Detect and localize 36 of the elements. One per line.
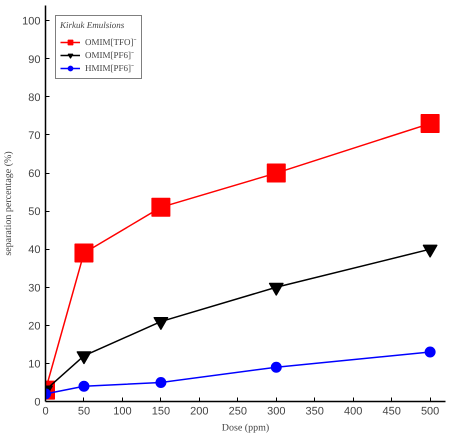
legend-label: HMIM[PF6]⁻: [85, 62, 134, 74]
x-tick-label: 150: [152, 406, 170, 418]
x-tick-label: 100: [113, 406, 132, 418]
x-tick-label: 200: [190, 406, 209, 418]
point: [78, 380, 90, 392]
point: [266, 164, 286, 183]
point: [270, 362, 282, 373]
y-axis-title: separation percentage (%): [3, 151, 14, 256]
point: [151, 198, 170, 217]
point: [420, 114, 440, 134]
y-tick-label: 90: [28, 54, 41, 66]
y-tick-label: 20: [28, 320, 41, 332]
y-tick-label: 80: [28, 92, 41, 104]
x-tick-label: 50: [78, 406, 90, 418]
x-tick-label: 500: [420, 406, 440, 418]
y-tick-label: 70: [28, 130, 41, 142]
y-tick-label: 40: [28, 244, 41, 256]
y-tick-label: 50: [28, 206, 41, 218]
point: [424, 346, 436, 358]
y-tick-label: 30: [28, 282, 41, 294]
x-tick-label: 450: [382, 406, 401, 418]
x-axis-title: Dose (ppm): [222, 422, 270, 434]
y-tick-label: 10: [28, 358, 41, 370]
point: [155, 376, 166, 388]
legend-label: OMIM[TFO]⁻: [85, 36, 136, 48]
x-tick-label: 0: [42, 406, 49, 418]
point: [74, 244, 94, 262]
x-tick-label: 400: [344, 406, 362, 418]
y-tick-label: 0: [34, 396, 41, 408]
legend-title: Kirkuk Emulsions: [60, 20, 126, 30]
legend-label: OMIM[PF6]⁻: [85, 49, 134, 61]
x-tick-label: 350: [306, 406, 324, 418]
y-tick-label: 100: [22, 16, 41, 28]
x-tick-label: 300: [267, 406, 286, 418]
y-tick-label: 60: [28, 168, 41, 180]
x-tick-label: 250: [228, 406, 247, 418]
